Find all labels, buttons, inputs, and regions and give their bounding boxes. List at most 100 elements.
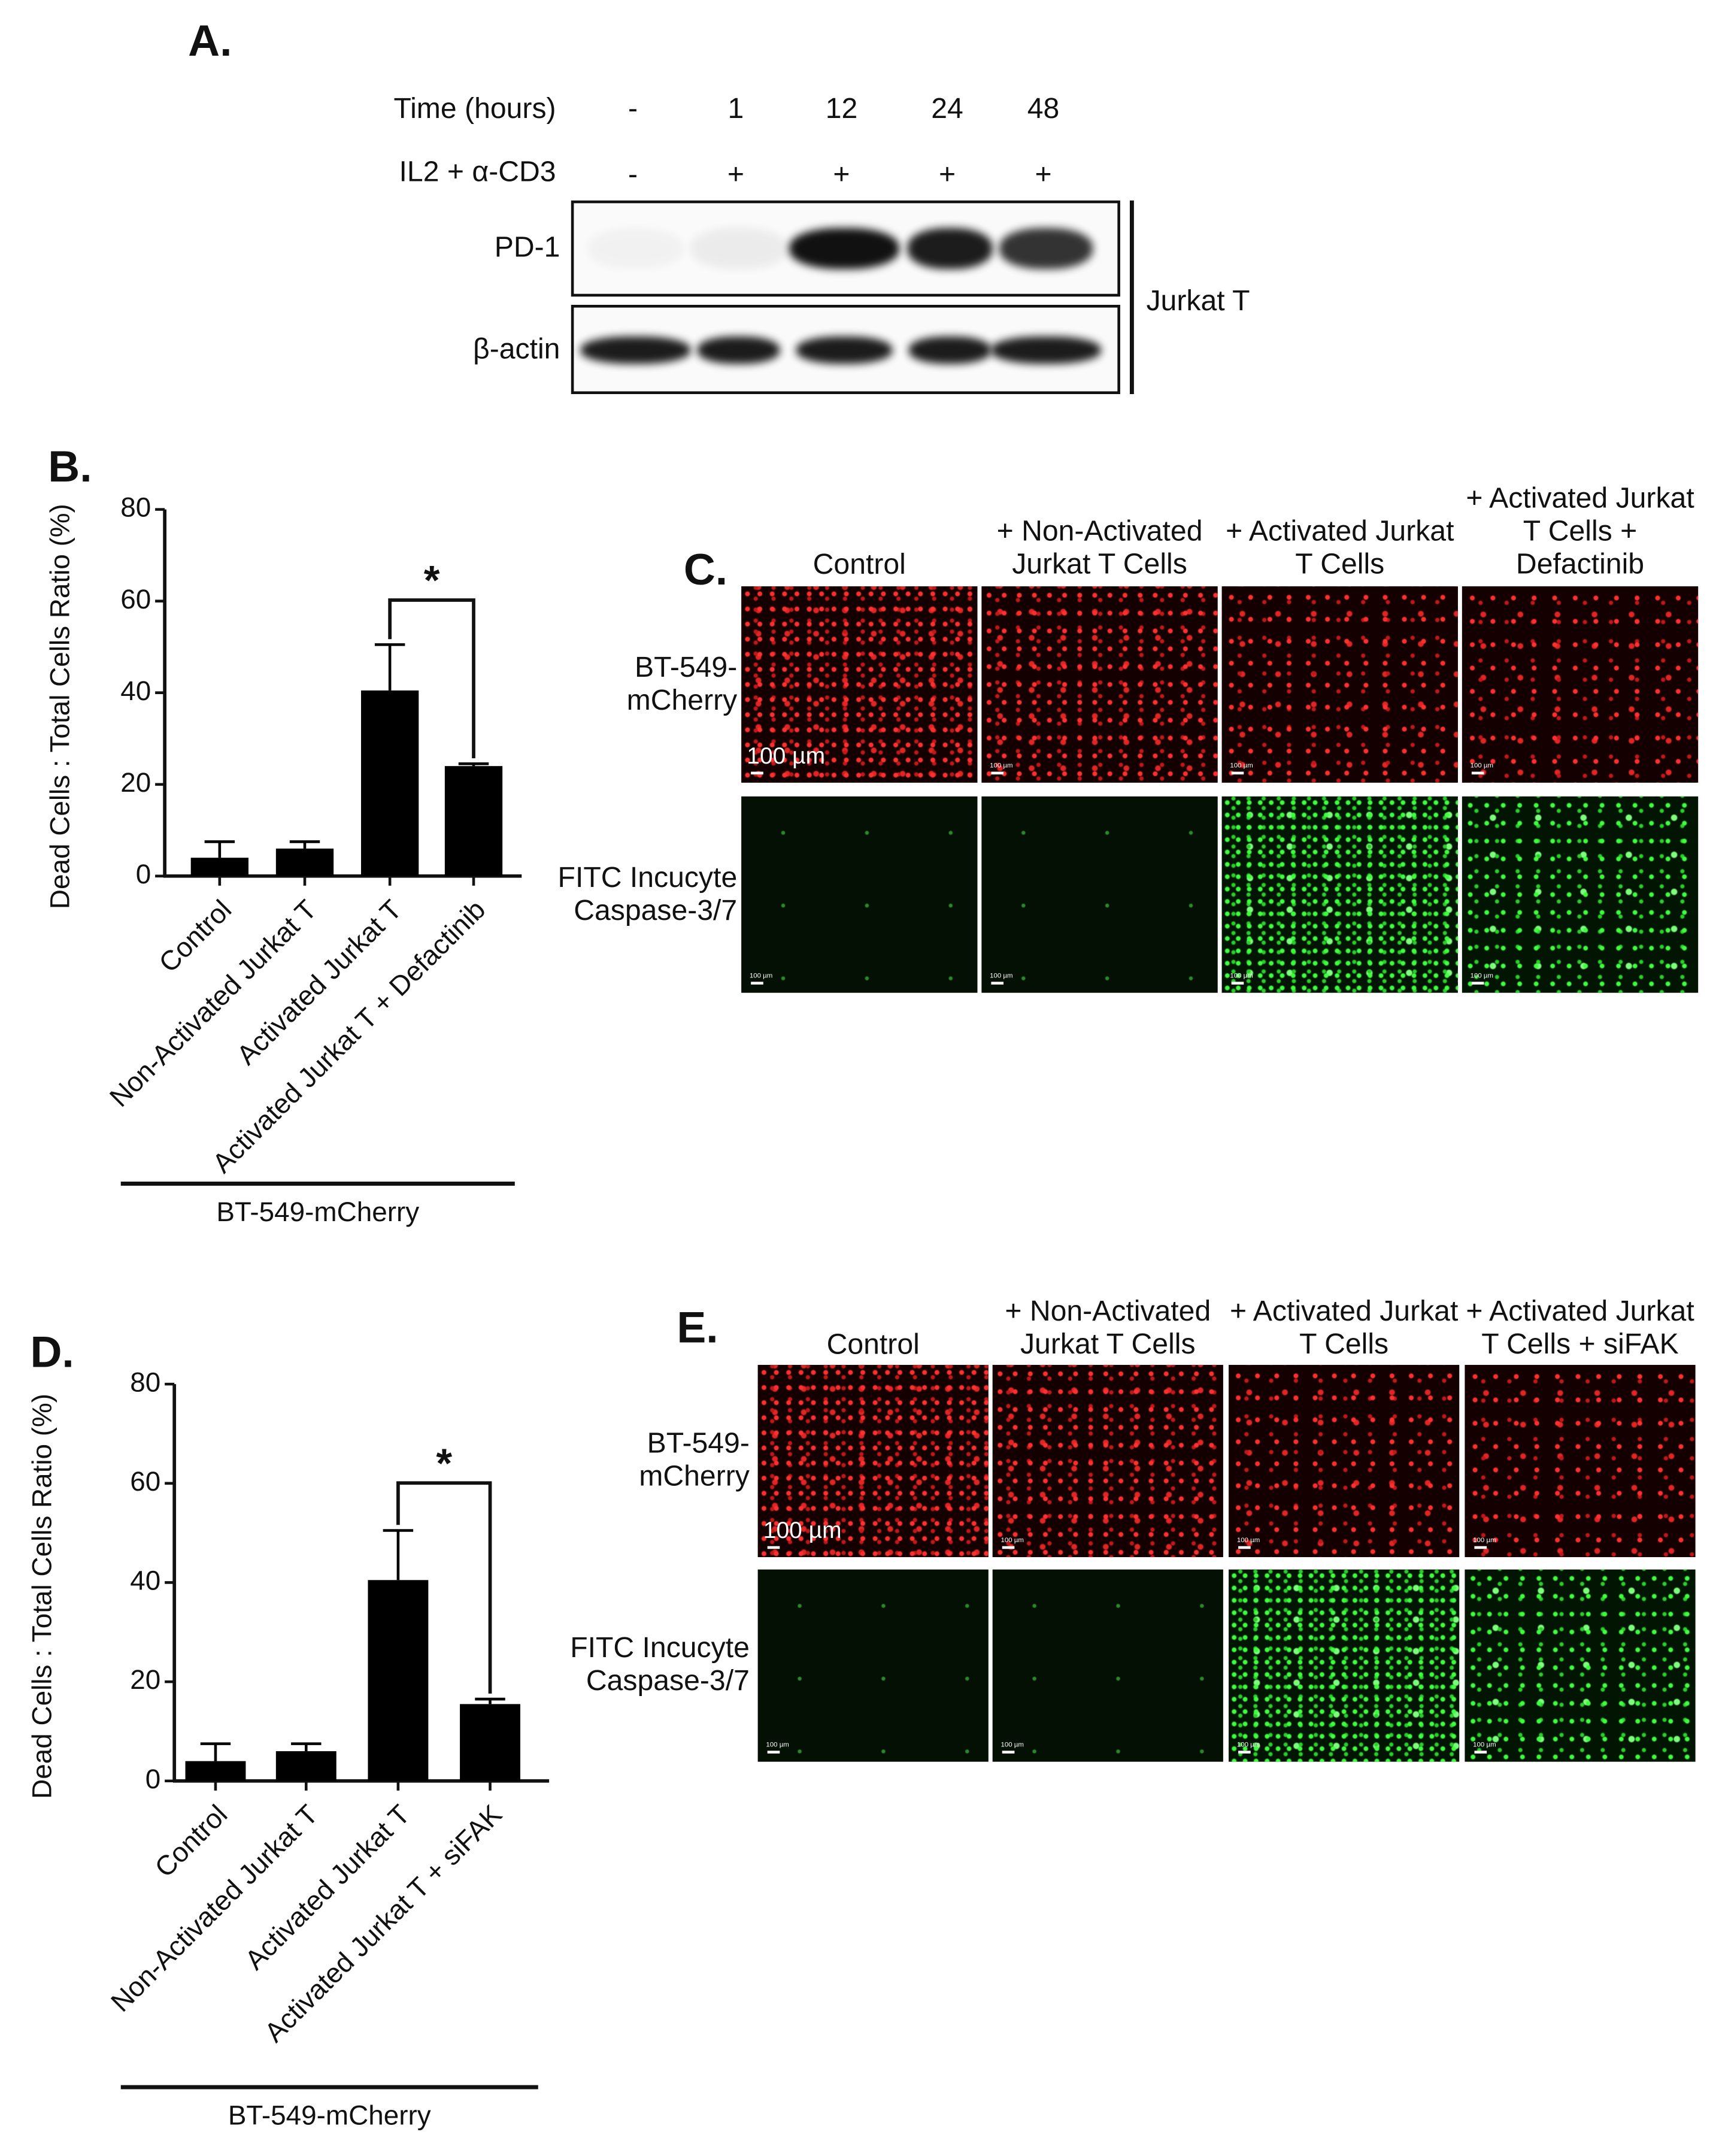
treatment-label: + <box>727 159 745 191</box>
micrograph: 100 µm <box>1229 1365 1460 1558</box>
blot-band <box>908 335 992 364</box>
y-tick-label: 20 <box>120 767 151 798</box>
x-tick-label: Activated Jurkat T <box>239 1798 416 1976</box>
x-tick-label: Control <box>148 1798 233 1883</box>
bar <box>361 690 419 876</box>
y-tick-label: 60 <box>130 1465 160 1497</box>
scale-bar-label: 100 µm <box>1230 972 1253 981</box>
y-tick-label: 80 <box>130 1366 160 1397</box>
blot-band <box>907 228 993 270</box>
scale-bar-label: 100 µm <box>1470 972 1494 981</box>
scale-bar <box>1002 1751 1015 1754</box>
bar <box>275 1751 336 1781</box>
scale-bar <box>767 1546 780 1549</box>
bar <box>444 766 503 876</box>
micrograph: 100 µm <box>992 1365 1223 1558</box>
column-header: + Non-Activated Jurkat T Cells <box>996 516 1203 581</box>
blot-band <box>580 335 691 364</box>
bar <box>190 858 248 876</box>
scale-bar-label: 100 µm <box>1236 1536 1260 1545</box>
micrograph: 100 µm <box>981 586 1218 783</box>
row-label: IL2 + α-CD3 <box>399 156 556 188</box>
blot-band <box>697 335 780 364</box>
y-tick-label: 60 <box>120 583 151 614</box>
time-label: 1 <box>727 93 744 125</box>
y-tick-label: 40 <box>120 675 151 706</box>
blot-band <box>789 228 899 270</box>
scale-bar <box>767 1751 780 1754</box>
scale-bar <box>1238 1751 1251 1754</box>
y-tick-label: 40 <box>130 1565 160 1596</box>
micrograph: 100 µm <box>741 796 978 993</box>
scale-bar <box>991 771 1004 775</box>
blot-band <box>999 228 1093 270</box>
micrograph: 100 µm <box>992 1569 1223 1762</box>
panel-label: E. <box>677 1302 718 1352</box>
y-tick-label: 0 <box>136 858 151 889</box>
bar <box>460 1704 520 1781</box>
micrograph: 100 µm <box>1462 796 1699 993</box>
blot-band <box>796 335 893 364</box>
treatment-label: + <box>1035 159 1052 191</box>
scale-bar-label: 100 µm <box>747 743 826 769</box>
panel-label: A. <box>188 16 232 66</box>
significance-bracket <box>396 1481 492 1694</box>
y-tick-label: 80 <box>120 492 151 523</box>
blot <box>571 305 1120 395</box>
scale-bar <box>991 982 1004 985</box>
scale-bar-label: 100 µm <box>1230 762 1253 771</box>
row-label: Time (hours) <box>393 93 556 125</box>
column-header: + Activated Jurkat T Cells <box>1226 516 1454 581</box>
significance-bracket <box>388 598 475 759</box>
column-header: + Activated Jurkat T Cells + siFAK <box>1466 1295 1694 1361</box>
scale-bar-label: 100 µm <box>763 1517 842 1544</box>
scale-bar <box>1238 1546 1251 1549</box>
scale-bar-label: 100 µm <box>1473 1741 1496 1750</box>
treatment-label: + <box>833 159 850 191</box>
scale-bar-label: 100 µm <box>990 972 1013 981</box>
micrograph: 100 µm <box>1462 586 1699 783</box>
scale-bar <box>1002 1546 1015 1549</box>
panel-label: B. <box>48 441 92 491</box>
time-label: 48 <box>1027 93 1060 125</box>
bar <box>368 1580 429 1781</box>
micrograph: 100 µm <box>981 796 1218 993</box>
micrograph: 100 µm <box>1465 1365 1696 1558</box>
column-header: Control <box>812 549 906 581</box>
scale-bar <box>1471 982 1484 985</box>
time-label: - <box>627 93 638 125</box>
scale-bar-label: 100 µm <box>1473 1536 1496 1545</box>
time-label: 24 <box>931 93 963 125</box>
blot <box>571 200 1120 297</box>
micrograph: 100 µm <box>757 1569 989 1762</box>
bar <box>185 1761 246 1781</box>
micrograph: 100 µm <box>1465 1569 1696 1762</box>
scale-bar <box>1471 771 1484 775</box>
treatment-label: + <box>938 159 956 191</box>
scale-bar-label: 100 µm <box>1001 1536 1024 1545</box>
scale-bar-label: 100 µm <box>990 762 1013 771</box>
y-tick-label: 20 <box>130 1664 160 1695</box>
group-label: BT-549-mCherry <box>216 1196 419 1227</box>
group-label: BT-549-mCherry <box>228 2100 431 2131</box>
blot-band <box>587 228 683 270</box>
blot-label: β-actin <box>473 332 560 365</box>
scale-bar-label: 100 µm <box>1470 762 1494 771</box>
micrograph: 100 µm <box>1221 796 1458 993</box>
scale-bar-label: 100 µm <box>766 1741 789 1750</box>
significance-label: * <box>436 1440 452 1486</box>
cell-line-label: Jurkat T <box>1146 285 1250 317</box>
scale-bar <box>751 771 763 775</box>
scale-bar-label: 100 µm <box>1001 1741 1024 1750</box>
scale-bar <box>751 982 763 985</box>
scale-bar <box>1474 1751 1487 1754</box>
column-header: Control <box>826 1329 920 1361</box>
y-tick-label: 0 <box>145 1763 160 1794</box>
y-axis-label: Dead Cells : Total Cells Ratio (%) <box>44 504 75 909</box>
scale-bar <box>1474 1546 1487 1549</box>
blot-label: PD-1 <box>494 232 560 264</box>
bar <box>275 848 334 876</box>
blot-band <box>991 335 1101 364</box>
